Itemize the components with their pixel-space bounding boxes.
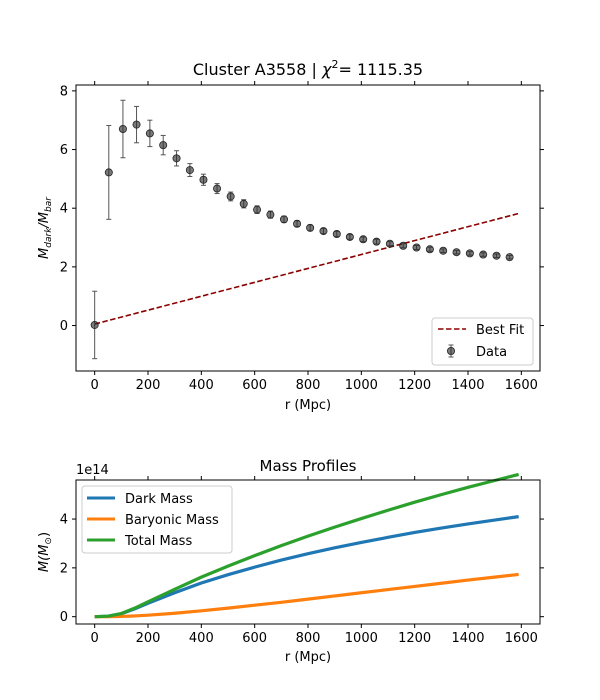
data-point: [145, 129, 154, 138]
mass-profiles-chart: Mass Profiles 0 200 400 600 800 1000 1200 1400 1…: [37, 457, 544, 665]
y-axis-label: Mdark/Mbar: [37, 196, 54, 259]
x-tick-label: 1000: [345, 378, 378, 393]
data-point: [118, 125, 127, 134]
axis-ticks-2: 0 200 400 600 800 1000 1200 1400 1600 0 2 4: [60, 476, 544, 646]
data-point: [412, 243, 421, 252]
legend-dark-label: Dark Mass: [125, 492, 193, 507]
data-point: [172, 154, 181, 163]
data-point: [439, 246, 448, 255]
x-tick-label: 1400: [451, 378, 484, 393]
data-point: [185, 166, 194, 175]
axis-ticks: 0 200 400 600 800 1000 1200 1400 1600 0 2 4 6 8: [60, 81, 544, 393]
data-point: [306, 223, 315, 232]
chart-title-2: Mass Profiles: [260, 457, 357, 475]
legend-2: Dark Mass Baryonic Mass Total Mass: [81, 485, 233, 554]
data-point: [359, 235, 368, 244]
x-tick-label: 200: [136, 378, 161, 393]
x-tick-label: 1600: [505, 631, 538, 646]
data-point: [239, 199, 248, 208]
data-point: [332, 230, 341, 239]
legend-total-label: Total Mass: [124, 534, 192, 549]
data-point: [465, 249, 474, 258]
x-tick-label: 0: [91, 378, 99, 393]
x-tick-label: 1200: [398, 378, 431, 393]
data-point: [345, 232, 354, 241]
data-point: [479, 250, 488, 259]
y-axis-label-2: M(M⊙): [37, 532, 54, 572]
data-point: [213, 184, 222, 193]
legend-box-2: [81, 485, 233, 554]
best-fit-line: [94, 212, 519, 325]
data-point: [399, 241, 408, 250]
y-tick-label: 4: [60, 202, 68, 217]
chart-title: Cluster A3558 | χ2= 1115.35: [193, 58, 423, 79]
x-tick-label: 600: [242, 378, 267, 393]
x-tick-label: 1000: [345, 631, 378, 646]
x-tick-label: 600: [242, 631, 267, 646]
x-tick-label: 1600: [505, 378, 538, 393]
y-offset-text: 1e14: [76, 463, 109, 478]
x-tick-label: 800: [296, 631, 321, 646]
data-point: [492, 251, 501, 260]
data-point: [159, 141, 168, 150]
legend: Best Fit Data: [431, 317, 534, 366]
data-point: [253, 205, 262, 214]
data-point: [452, 248, 461, 257]
x-tick-label: 1200: [398, 631, 431, 646]
data-point: [279, 215, 288, 224]
data-point: [385, 239, 394, 248]
x-tick-label: 400: [189, 631, 214, 646]
plot-area: [90, 99, 519, 360]
data-point: [266, 210, 275, 219]
data-point: [425, 245, 434, 254]
x-tick-label: 0: [91, 631, 99, 646]
legend-baryonic-label: Baryonic Mass: [125, 513, 219, 528]
ratio-chart: Cluster A3558 | χ2= 1115.35 0 200 400 600 80…: [37, 58, 544, 413]
data-point: [90, 320, 99, 329]
x-tick-label: 800: [296, 378, 321, 393]
data-point: [104, 168, 113, 177]
data-point: [319, 227, 328, 236]
baryonic-mass-line: [94, 572, 519, 619]
y-tick-label: 8: [60, 84, 68, 99]
total-mass-line: [94, 472, 520, 619]
data-point: [199, 175, 208, 184]
data-point: [505, 253, 514, 262]
y-tick-label: 0: [60, 610, 68, 625]
x-tick-label: 400: [189, 378, 214, 393]
x-tick-label: 200: [136, 631, 161, 646]
y-tick-label: 0: [60, 319, 68, 334]
x-axis-label-2: r (Mpc): [285, 650, 331, 665]
legend-data-marker: [446, 346, 455, 355]
legend-data-label: Data: [476, 345, 507, 360]
x-tick-label: 1400: [451, 631, 484, 646]
y-tick-label: 4: [60, 513, 68, 528]
x-axis-label: r (Mpc): [285, 398, 331, 413]
data-point: [293, 219, 302, 228]
y-tick-label: 2: [60, 260, 68, 275]
data-point: [226, 192, 235, 201]
y-tick-label: 2: [60, 561, 68, 576]
legend-bestfit-label: Best Fit: [476, 323, 524, 338]
data-point: [372, 237, 381, 246]
data-point: [132, 120, 141, 129]
plot-area-2: [94, 472, 520, 619]
y-tick-label: 6: [60, 143, 68, 158]
